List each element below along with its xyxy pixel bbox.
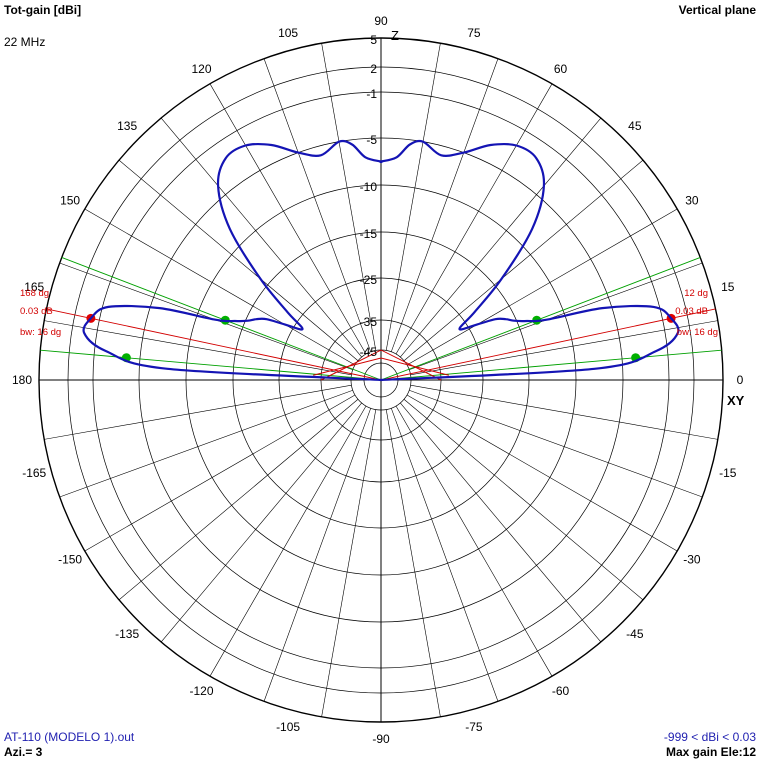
grid-spoke bbox=[403, 399, 644, 601]
grid-spoke bbox=[84, 394, 356, 552]
grid-spoke bbox=[44, 320, 352, 376]
max-gain-label: Max gain Ele:12 bbox=[665, 745, 756, 759]
grid-spoke bbox=[118, 399, 359, 601]
angle-tick-label: 105 bbox=[278, 26, 298, 40]
grid-spoke bbox=[403, 159, 644, 361]
angle-tick-label: -60 bbox=[552, 684, 570, 698]
radial-tick-label: -15 bbox=[360, 227, 378, 241]
grid-spoke bbox=[400, 402, 602, 643]
grid-spoke bbox=[59, 262, 353, 371]
angle-tick-label: 135 bbox=[117, 119, 137, 133]
angle-tick-label: 0 bbox=[737, 373, 744, 387]
angle-tick-label: 120 bbox=[191, 62, 211, 76]
beam-annotation: 0.03 dB bbox=[20, 306, 53, 317]
beam-markers bbox=[40, 257, 722, 381]
grid-spoke bbox=[59, 389, 353, 498]
grid-spoke bbox=[321, 43, 377, 351]
grid-spoke bbox=[263, 408, 372, 702]
radial-tick-label: -45 bbox=[360, 345, 378, 359]
z-axis-label: Z bbox=[391, 28, 399, 43]
grid-spoke bbox=[410, 320, 718, 376]
grid-spoke bbox=[118, 159, 359, 361]
angle-tick-label: -135 bbox=[115, 627, 139, 641]
grid-spoke bbox=[263, 58, 372, 352]
grid-spoke bbox=[409, 262, 703, 371]
angle-tick-label: 30 bbox=[685, 194, 699, 208]
plane-label: Vertical plane bbox=[678, 3, 756, 17]
grid-spoke bbox=[395, 405, 553, 677]
azimuth-label: Azi.= 3 bbox=[4, 745, 43, 759]
grid-spoke bbox=[395, 83, 553, 355]
grid-spoke bbox=[160, 117, 362, 358]
angle-tick-label: -120 bbox=[189, 684, 213, 698]
file-name-label: AT-110 (MODELO 1).out bbox=[4, 730, 135, 744]
angle-tick-label: 150 bbox=[60, 194, 80, 208]
grid-spoke bbox=[209, 405, 367, 677]
beam-line bbox=[380, 308, 716, 381]
grid-spoke bbox=[321, 409, 377, 717]
grid-spoke bbox=[409, 389, 703, 498]
beam-annotation: bw: 16 dg bbox=[677, 327, 718, 338]
radial-tick-label: 2 bbox=[370, 62, 377, 76]
angle-tick-label: 165 bbox=[24, 280, 44, 294]
angle-tick-label: -30 bbox=[683, 553, 701, 567]
radial-tick-label: -5 bbox=[366, 133, 377, 147]
radial-tick-label: -1 bbox=[366, 87, 377, 101]
polar-grid bbox=[38, 37, 724, 723]
angle-tick-label: -150 bbox=[58, 553, 82, 567]
angle-tick-label: 180 bbox=[12, 373, 32, 387]
radial-tick-label: 5 bbox=[370, 33, 377, 47]
grid-spoke bbox=[209, 83, 367, 355]
angle-tick-label: -75 bbox=[465, 720, 483, 734]
angle-tick-label: -45 bbox=[626, 627, 644, 641]
beam-annotation: 0.03 dB bbox=[675, 306, 708, 317]
grid-spoke bbox=[385, 409, 441, 717]
grid-spoke bbox=[400, 117, 602, 358]
angle-tick-label: -165 bbox=[22, 466, 46, 480]
angle-tick-label: 45 bbox=[628, 119, 642, 133]
beam-annotation: 12 dg bbox=[684, 288, 708, 299]
beam-line bbox=[46, 308, 382, 381]
beam-line bbox=[380, 349, 722, 381]
angle-tick-label: -15 bbox=[719, 466, 737, 480]
grid-spoke bbox=[406, 208, 678, 366]
pattern-curve bbox=[82, 139, 680, 382]
angle-tick-label: -90 bbox=[372, 732, 390, 746]
grid-spoke bbox=[390, 408, 499, 702]
frequency-label: 22 MHz bbox=[4, 35, 46, 49]
grid-spoke bbox=[385, 43, 441, 351]
gain-range-label: -999 < dBi < 0.03 bbox=[663, 730, 756, 744]
radial-tick-label: -10 bbox=[360, 180, 378, 194]
reference-triangle bbox=[313, 357, 449, 376]
xy-axis-label: XY bbox=[727, 393, 745, 408]
angle-tick-label: 90 bbox=[374, 14, 388, 28]
grid-spoke bbox=[390, 58, 499, 352]
beam-line bbox=[40, 349, 382, 381]
angle-tick-label: 60 bbox=[554, 62, 568, 76]
radial-tick-label: -25 bbox=[360, 273, 378, 287]
gain-title: Tot-gain [dBi] bbox=[4, 3, 82, 17]
grid-spoke bbox=[84, 208, 356, 366]
angle-tick-label: -105 bbox=[276, 720, 300, 734]
grid-spoke bbox=[410, 384, 718, 440]
grid-spoke bbox=[44, 384, 352, 440]
grid-spoke bbox=[406, 394, 678, 552]
beam-annotation: bw: 16 dg bbox=[20, 327, 61, 338]
radial-tick-label: -35 bbox=[360, 315, 378, 329]
angle-tick-label: 75 bbox=[467, 26, 481, 40]
reference-triangle bbox=[320, 349, 442, 381]
grid-spoke bbox=[160, 402, 362, 643]
radiation-pattern bbox=[82, 139, 680, 382]
angle-tick-label: 15 bbox=[721, 280, 735, 294]
plot-labels: 5 2 -1 -5 -10 -15 -25 -35 -45 0 15 30 45 60 75 90 105 120… bbox=[12, 14, 745, 746]
beam-annotation: 168 dg bbox=[20, 288, 49, 299]
